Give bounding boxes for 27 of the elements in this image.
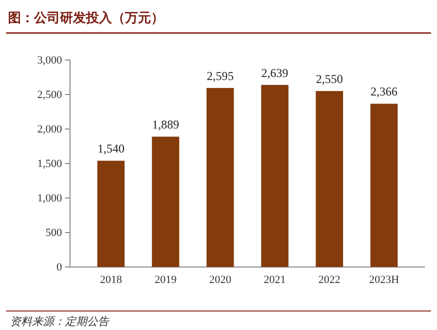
data-label: 2,550 bbox=[316, 72, 343, 86]
x-tick-label: 2021 bbox=[264, 274, 286, 286]
y-tick-label: 0 bbox=[56, 262, 62, 274]
bar bbox=[370, 104, 398, 267]
y-tick-label: 1,000 bbox=[37, 192, 62, 205]
x-tick-label: 2018 bbox=[100, 274, 122, 286]
y-tick-label: 2,500 bbox=[37, 89, 62, 102]
x-tick-label: 2019 bbox=[154, 274, 178, 286]
x-tick-label: 2023H bbox=[369, 274, 400, 286]
chart-title: 图：公司研发投入（万元） bbox=[8, 10, 164, 26]
bar bbox=[97, 160, 125, 267]
y-tick-label: 3,000 bbox=[37, 54, 62, 67]
data-label: 1,540 bbox=[97, 142, 124, 156]
data-label: 1,889 bbox=[152, 118, 180, 132]
bar bbox=[152, 136, 180, 267]
data-label: 2,595 bbox=[206, 68, 234, 83]
y-tick-label: 1,500 bbox=[37, 158, 62, 170]
y-tick-label: 2,000 bbox=[37, 124, 62, 136]
bar bbox=[316, 91, 344, 267]
y-tick-label: 500 bbox=[46, 227, 62, 240]
bar bbox=[206, 88, 234, 267]
x-tick-label: 2020 bbox=[209, 274, 232, 286]
data-label: 2,639 bbox=[261, 66, 288, 80]
x-tick-label: 2022 bbox=[318, 274, 340, 286]
data-label: 2,366 bbox=[370, 84, 398, 99]
text: 资料来源：定期公告 bbox=[10, 315, 110, 328]
bar bbox=[261, 84, 288, 267]
